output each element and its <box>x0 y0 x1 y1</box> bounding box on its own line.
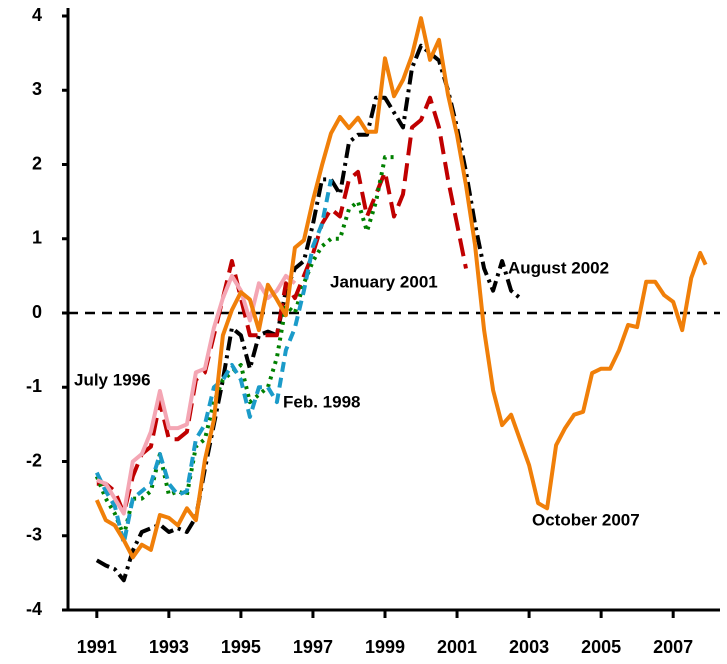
x-tick-label: 1991 <box>77 637 117 657</box>
x-tick-label: 1999 <box>365 637 405 657</box>
x-tick-label: 1997 <box>293 637 333 657</box>
y-tick-label: -4 <box>26 599 42 619</box>
x-tick-label: 2007 <box>653 637 693 657</box>
x-tick-label: 1995 <box>221 637 261 657</box>
y-tick-label: 3 <box>32 79 42 99</box>
series-line <box>96 273 297 516</box>
x-tick-label: 2003 <box>509 637 549 657</box>
x-tick-label: 1993 <box>149 637 189 657</box>
series-label: Feb. 1998 <box>283 392 361 411</box>
y-tick-label: 4 <box>32 5 42 25</box>
y-tick-label: 0 <box>32 302 42 322</box>
series-label: January 2001 <box>330 272 438 291</box>
y-tick-label: 2 <box>32 153 42 173</box>
series-label: August 2002 <box>508 258 609 277</box>
y-tick-label: 1 <box>32 228 42 248</box>
y-tick-label: -3 <box>26 525 42 545</box>
x-tick-label: 2005 <box>581 637 621 657</box>
y-tick-label: -2 <box>26 450 42 470</box>
series-label: October 2007 <box>532 510 640 529</box>
x-tick-label: 2001 <box>437 637 477 657</box>
y-tick-label: -1 <box>26 376 42 396</box>
series-label: July 1996 <box>74 370 151 389</box>
series-line <box>94 16 708 560</box>
series-line <box>94 179 333 546</box>
